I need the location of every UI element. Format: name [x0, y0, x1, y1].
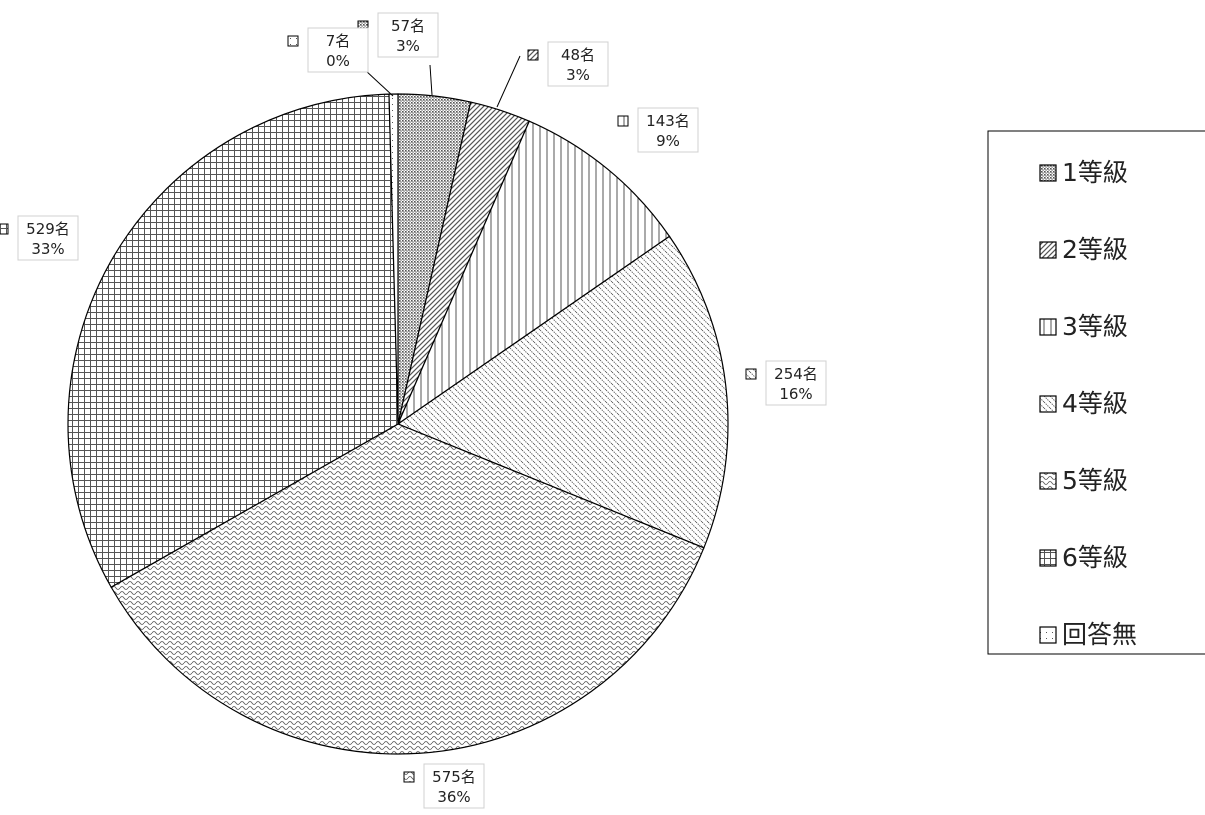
- data-label-key-5: [403, 771, 415, 783]
- legend-item-2: 2等級: [1039, 235, 1128, 264]
- legend-frame: [987, 130, 1205, 655]
- legend-item-6: 6等級: [1039, 543, 1128, 572]
- data-label-percent-7: 0%: [326, 52, 350, 70]
- data-label-key-4: [745, 368, 757, 380]
- leader-line-1: [429, 64, 433, 96]
- leader-line-2: [496, 55, 521, 108]
- data-label-key-3: [617, 115, 629, 127]
- legend-swatch-6: [1039, 549, 1057, 567]
- legend-item-7: 回答無: [1039, 620, 1137, 649]
- data-label-7: 7名0%: [287, 27, 369, 73]
- pie-slice-6: [67, 93, 399, 588]
- leader-line-7: [364, 69, 394, 97]
- data-label-percent-6: 33%: [31, 240, 64, 258]
- data-label-count-6: 529名: [26, 220, 70, 238]
- legend-label-6: 6等級: [1062, 543, 1128, 572]
- pie-slice-7: [388, 93, 399, 425]
- legend-label-5: 5等級: [1062, 466, 1128, 495]
- legend-swatch-2: [1039, 241, 1057, 259]
- legend-label-2: 2等級: [1062, 235, 1128, 264]
- data-label-count-7: 7名: [326, 32, 351, 50]
- data-label-key-2: [527, 49, 539, 61]
- legend-swatch-3: [1039, 318, 1057, 336]
- legend-item-4: 4等級: [1039, 389, 1128, 418]
- pie-slice-4: [396, 235, 729, 549]
- legend-label-3: 3等級: [1062, 312, 1128, 341]
- legend-label-7: 回答無: [1062, 620, 1137, 649]
- data-label-4: 254名 16%: [745, 360, 827, 406]
- data-label-3: 143名 9%: [617, 107, 699, 153]
- legend-label-1: 1等級: [1062, 158, 1128, 187]
- legend-item-1: 1等級: [1039, 158, 1128, 187]
- pie-slice-5: [110, 423, 705, 755]
- data-label-6: 529名 33%: [0, 215, 79, 261]
- data-label-percent-4: 16%: [779, 385, 812, 403]
- legend-swatch-4: [1039, 395, 1057, 413]
- legend-item-3: 3等級: [1039, 312, 1128, 341]
- pie-slices: [67, 93, 729, 755]
- legend-label-4: 4等級: [1062, 389, 1128, 418]
- data-label-key-6: [0, 223, 9, 235]
- legend-swatch-7: [1039, 626, 1057, 644]
- data-label-count-3: 143名: [646, 112, 690, 130]
- data-label-count-1: 57名: [391, 17, 425, 35]
- data-label-percent-2: 3%: [566, 66, 590, 84]
- leader-lines: [364, 55, 521, 108]
- pie-slice-3: [396, 120, 671, 426]
- legend-swatch-1: [1039, 164, 1057, 182]
- data-label-5: 575名 36%: [403, 763, 485, 809]
- legend-swatch-5: [1039, 472, 1057, 490]
- data-label-percent-1: 3%: [396, 37, 420, 55]
- data-label-percent-5: 36%: [437, 788, 470, 806]
- data-label-count-4: 254名: [774, 365, 818, 383]
- data-label-count-2: 48名: [561, 46, 595, 64]
- data-label-key-7: [287, 35, 299, 47]
- data-label-count-5: 575名: [432, 768, 476, 786]
- legend-item-5: 5等級: [1039, 466, 1128, 495]
- data-label-percent-3: 9%: [656, 132, 680, 150]
